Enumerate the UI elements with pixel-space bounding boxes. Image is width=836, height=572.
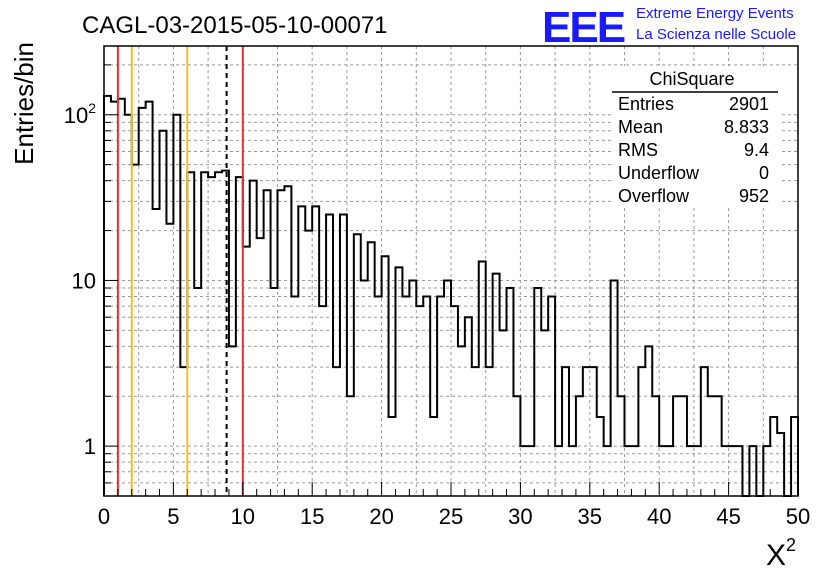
x-tick-label: 35 bbox=[578, 504, 602, 529]
x-tick-label: 10 bbox=[231, 504, 255, 529]
stats-row-label: RMS bbox=[618, 140, 658, 160]
stats-row-label: Entries bbox=[618, 94, 674, 114]
stats-row-value: 9.4 bbox=[744, 140, 769, 160]
y-axis: 1 10 102 bbox=[64, 64, 118, 497]
x-axis-title-sup: 2 bbox=[786, 535, 796, 555]
logo-line-2: La Scienza nelle Scuole bbox=[636, 26, 796, 43]
eee-logo: EEE bbox=[542, 3, 625, 52]
logo-line-1: Extreme Energy Events bbox=[636, 5, 794, 22]
y-tick-label: 102 bbox=[64, 100, 96, 128]
y-axis-title: Entries/bin bbox=[9, 42, 39, 165]
x-tick-label: 15 bbox=[300, 504, 324, 529]
y-tick-label: 10 bbox=[72, 268, 96, 293]
stats-row-value: 0 bbox=[759, 163, 769, 183]
stats-title: ChiSquare bbox=[649, 69, 734, 89]
y-tick-label: 1 bbox=[84, 434, 96, 459]
histogram-series bbox=[103, 94, 799, 497]
stats-box-bg bbox=[612, 66, 780, 208]
x-axis-title: X2 bbox=[766, 535, 796, 572]
histogram-step-line bbox=[103, 94, 799, 497]
x-tick-label: 25 bbox=[439, 504, 463, 529]
stats-row-value: 952 bbox=[739, 186, 769, 206]
x-tick-label: 40 bbox=[647, 504, 671, 529]
x-tick-label: 0 bbox=[98, 504, 110, 529]
x-tick-label: 20 bbox=[369, 504, 393, 529]
x-tick-label: 45 bbox=[716, 504, 740, 529]
stats-row-label: Underflow bbox=[618, 163, 700, 183]
x-tick-label: 50 bbox=[786, 504, 810, 529]
x-axis: 0 5 10 15 20 25 30 35 40 45 50 bbox=[98, 482, 810, 529]
stats-row-label: Overflow bbox=[618, 186, 690, 206]
x-tick-label: 30 bbox=[508, 504, 532, 529]
reference-lines bbox=[116, 46, 244, 496]
stats-row-value: 8.833 bbox=[724, 117, 769, 137]
stats-box: ChiSquare Entries 2901 Mean 8.833 RMS 9.4 Unde… bbox=[612, 66, 780, 208]
stats-row-label: Mean bbox=[618, 117, 663, 137]
x-tick-label: 5 bbox=[167, 504, 179, 529]
x-axis-title-base: X bbox=[766, 539, 786, 572]
run-title: CAGL-03-2015-05-10-00071 bbox=[82, 12, 388, 39]
stats-row-value: 2901 bbox=[729, 94, 769, 114]
